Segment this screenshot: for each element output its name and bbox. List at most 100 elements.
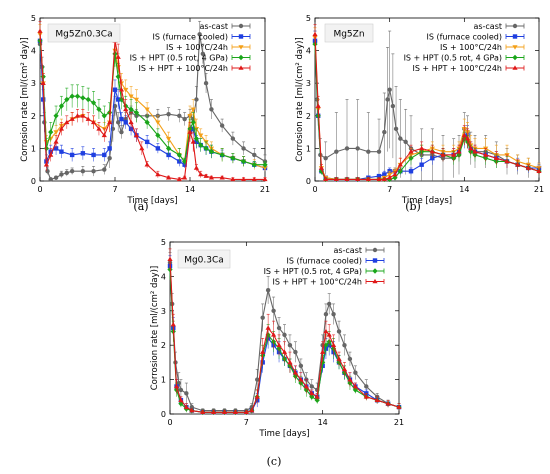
data-point <box>376 176 382 182</box>
data-point <box>451 152 457 157</box>
data-point <box>203 173 209 178</box>
data-point <box>364 384 369 389</box>
data-point <box>493 155 499 160</box>
data-point <box>128 119 134 125</box>
chart-title-box <box>324 23 374 43</box>
data-point <box>90 99 97 106</box>
data-point <box>355 176 361 182</box>
series-is-hpt-100-c-24h <box>312 24 542 182</box>
data-point <box>144 119 150 126</box>
data-point <box>144 139 150 145</box>
data-point <box>208 148 215 155</box>
data-point <box>43 162 50 167</box>
data-point <box>48 177 53 182</box>
data-point <box>189 407 195 413</box>
data-point <box>208 175 215 180</box>
data-point <box>440 152 446 157</box>
data-point <box>59 172 64 177</box>
data-point <box>53 113 59 119</box>
legend: as-cast IS (furnace cooled)IS + HPT (0.5 … <box>264 246 385 287</box>
data-point <box>255 377 260 382</box>
data-point <box>382 172 387 177</box>
legend-label: as-cast <box>199 22 228 31</box>
data-point <box>320 349 326 354</box>
data-point <box>419 162 424 167</box>
data-point <box>341 366 348 372</box>
data-point <box>347 356 353 362</box>
data-point <box>243 409 249 415</box>
data-point <box>40 80 46 85</box>
series-is-hpt-100-c-24h <box>167 248 402 415</box>
data-point <box>128 94 134 99</box>
data-point <box>198 142 204 148</box>
x-tick-label: 0 <box>167 418 172 427</box>
legend-marker <box>512 34 518 39</box>
data-point <box>209 107 214 112</box>
data-point <box>69 116 75 121</box>
legend-label: IS (furnace cooled) <box>426 33 502 42</box>
data-point <box>262 166 268 171</box>
data-point <box>323 155 328 161</box>
data-point <box>133 109 140 116</box>
data-point <box>303 383 309 389</box>
data-point <box>170 321 176 327</box>
data-point <box>74 93 81 100</box>
data-point <box>262 176 268 182</box>
x-axis-label: Time [days] <box>258 429 309 439</box>
data-point <box>115 54 121 59</box>
data-point <box>293 349 298 355</box>
data-point <box>165 136 172 142</box>
data-point <box>315 103 321 108</box>
legend-marker <box>238 34 244 39</box>
y-tick-label: 0 <box>31 177 36 186</box>
legend-marker <box>372 258 378 263</box>
data-point <box>53 130 59 135</box>
data-point <box>323 328 329 334</box>
series-is-hpt-100-c-24h <box>37 20 268 182</box>
data-point <box>287 343 293 348</box>
data-point <box>200 409 206 415</box>
data-point <box>198 133 204 138</box>
data-point <box>123 87 129 93</box>
data-point <box>298 363 304 369</box>
x-tick-label: 7 <box>387 185 392 194</box>
data-point <box>515 162 521 167</box>
data-point <box>536 168 542 174</box>
data-point <box>193 135 200 142</box>
y-tick-label: 2 <box>306 112 311 121</box>
data-point <box>344 146 350 151</box>
data-point <box>292 370 299 375</box>
data-point <box>363 394 369 399</box>
data-point <box>344 176 350 182</box>
data-point <box>155 120 161 125</box>
data-point <box>230 155 236 161</box>
data-point <box>167 256 173 261</box>
data-point <box>240 176 247 182</box>
data-point <box>262 161 268 168</box>
data-point <box>276 342 282 347</box>
data-point <box>396 404 402 409</box>
legend-marker <box>372 268 378 274</box>
data-point <box>80 113 86 118</box>
data-point <box>408 149 414 154</box>
legend-marker <box>512 23 518 29</box>
chart-panel-2: 0 1 2 3 4 5 0 7 14 21 Time [days] Corrosion rate [m… <box>295 14 544 213</box>
data-point <box>366 149 371 154</box>
data-point <box>107 119 113 125</box>
chart-title: Mg0.3Ca <box>184 256 224 266</box>
y-tick-label: 0 <box>161 410 166 419</box>
data-point <box>397 162 403 167</box>
data-point <box>309 384 314 389</box>
data-point <box>387 87 392 92</box>
x-tick-label: 7 <box>112 185 117 194</box>
data-point <box>178 397 184 403</box>
data-point <box>472 149 478 154</box>
data-point <box>318 165 324 170</box>
data-point <box>182 116 187 122</box>
x-tick-label: 14 <box>185 185 195 194</box>
data-point <box>504 158 510 164</box>
data-point <box>59 149 64 154</box>
data-point <box>155 132 161 139</box>
data-point <box>107 155 112 161</box>
